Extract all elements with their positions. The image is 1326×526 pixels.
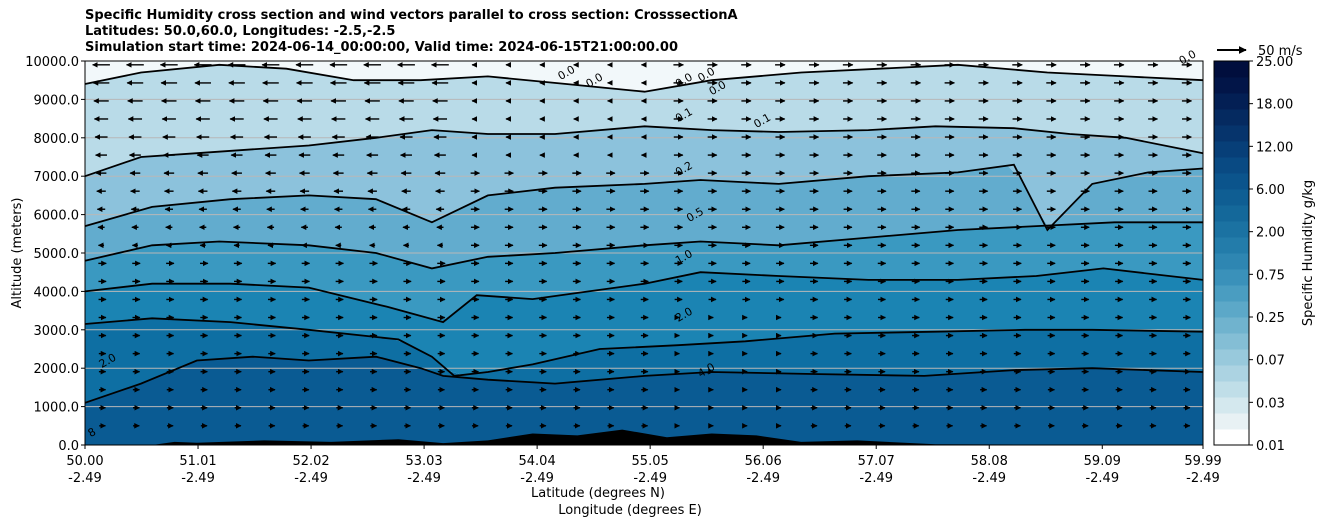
x-tick-label-lon: -2.49 <box>294 471 328 486</box>
colorbar-segment <box>1214 269 1249 286</box>
x-tick-label-lon: -2.49 <box>68 471 102 486</box>
x-tick-label-lon: -2.49 <box>520 471 554 486</box>
y-tick-label: 3000.0 <box>34 324 80 339</box>
x-tick-label-lat: 57.07 <box>858 454 895 469</box>
colorbar-segment <box>1214 189 1249 206</box>
humidity-band-5 <box>85 126 1203 229</box>
x-tick-label-lon: -2.49 <box>181 471 215 486</box>
colorbar-tick-label: 6.00 <box>1256 183 1285 198</box>
x-tick-label-lon: -2.49 <box>633 471 667 486</box>
colorbar-tick-label: 25.00 <box>1256 55 1293 70</box>
x-tick-label-lat: 55.05 <box>632 454 669 469</box>
x-tick-label-lat: 59.99 <box>1184 454 1221 469</box>
colorbar-segment <box>1214 413 1249 430</box>
y-tick-label: 4000.0 <box>34 285 80 300</box>
contour-line-0 <box>84 63 1204 93</box>
chart-title-line-2: Latitudes: 50.0,60.0, Longitudes: -2.5,-… <box>85 24 396 39</box>
y-tick-label: 2000.0 <box>34 362 80 377</box>
x-axis-label-lat: Latitude (degrees N) <box>531 486 665 501</box>
x-tick-label-lon: -2.49 <box>972 471 1006 486</box>
x-tick-label-lat: 51.01 <box>179 454 216 469</box>
humidity-band-2 <box>85 268 1203 375</box>
colorbar-tick-label: 18.00 <box>1256 98 1293 113</box>
wind-key-label: 50 m/s <box>1258 44 1303 59</box>
chart-title-line-3: Simulation start time: 2024-06-14_00:00:… <box>85 40 678 55</box>
x-tick-label-lat: 54.04 <box>519 454 556 469</box>
colorbar-segment <box>1214 365 1249 382</box>
x-tick-label-lat: 56.06 <box>745 454 782 469</box>
colorbar-tick-label: 0.03 <box>1256 396 1285 411</box>
colorbar-segment <box>1214 397 1249 414</box>
y-tick-label: 9000.0 <box>34 93 80 108</box>
colorbar-frame <box>1213 60 1250 446</box>
colorbar-segment <box>1214 237 1249 254</box>
humidity-band-0 <box>85 356 1203 445</box>
colorbar-tick-label: 0.01 <box>1256 439 1285 454</box>
x-tick-label-lon: -2.49 <box>407 471 441 486</box>
y-tick-label: 1000.0 <box>34 401 80 416</box>
x-tick-label-lon: -2.49 <box>859 471 893 486</box>
colorbar-segment <box>1214 141 1249 158</box>
colorbar-segment <box>1214 317 1249 334</box>
x-tick-label-lat: 59.09 <box>1084 454 1121 469</box>
contour-line-0.1 <box>84 125 1204 178</box>
x-tick-label-lon: -2.49 <box>1085 471 1119 486</box>
colorbar-segment <box>1214 301 1249 318</box>
humidity-band-7 <box>85 61 1203 92</box>
colorbar-tick-label: 0.75 <box>1256 268 1285 283</box>
x-tick-label-lon: -2.49 <box>1186 471 1220 486</box>
contour-line-2 <box>84 317 1204 377</box>
y-tick-label: 7000.0 <box>34 170 80 185</box>
y-tick-label: 0.0 <box>58 439 79 454</box>
chart-title-line-1: Specific Humidity cross section and wind… <box>85 8 738 23</box>
colorbar-segment <box>1214 125 1249 142</box>
colorbar-segment <box>1214 333 1249 350</box>
y-tick-label: 10000.0 <box>25 55 79 70</box>
humidity-band-1 <box>85 318 1203 403</box>
colorbar-segment <box>1214 221 1249 238</box>
colorbar-tick-label: 0.25 <box>1256 311 1285 326</box>
contour-line-1 <box>84 267 1204 324</box>
contour-line-0.2 <box>84 163 1204 232</box>
colorbar-segment <box>1214 157 1249 174</box>
colorbar-segment <box>1214 109 1249 126</box>
colorbar-segment <box>1214 429 1249 446</box>
x-tick-label-lat: 53.03 <box>405 454 442 469</box>
y-tick-label: 6000.0 <box>34 209 80 224</box>
colorbar-tick-label: 12.00 <box>1256 140 1293 155</box>
colorbar-tick-label: 2.00 <box>1256 226 1285 241</box>
colorbar-segment <box>1214 173 1249 190</box>
colorbar-segment <box>1214 93 1249 110</box>
contour-line-4 <box>84 355 1204 404</box>
y-axis-label: Altitude (meters) <box>10 198 25 309</box>
colorbar-segment <box>1214 77 1249 94</box>
x-tick-label-lat: 52.02 <box>292 454 329 469</box>
contour-line-0.5 <box>84 221 1203 270</box>
colorbar-segment <box>1214 205 1249 222</box>
colorbar-label: Specific Humidity g/kg <box>1301 180 1316 326</box>
x-tick-label-lat: 50.00 <box>66 454 103 469</box>
x-tick-label-lon: -2.49 <box>746 471 780 486</box>
colorbar-segment <box>1214 285 1249 302</box>
terrain-profile <box>85 429 1203 445</box>
colorbar-tick-label: 0.07 <box>1256 354 1285 369</box>
humidity-band-4 <box>85 165 1203 268</box>
y-tick-label: 5000.0 <box>34 247 80 262</box>
colorbar-segment <box>1214 253 1249 270</box>
y-tick-label: 8000.0 <box>34 132 80 147</box>
x-axis-label-lon: Longitude (degrees E) <box>558 503 702 518</box>
colorbar-segment <box>1214 61 1249 78</box>
colorbar-segment <box>1214 349 1249 366</box>
humidity-band-3 <box>85 222 1203 320</box>
colorbar-segment <box>1214 381 1249 398</box>
x-tick-label-lat: 58.08 <box>971 454 1008 469</box>
